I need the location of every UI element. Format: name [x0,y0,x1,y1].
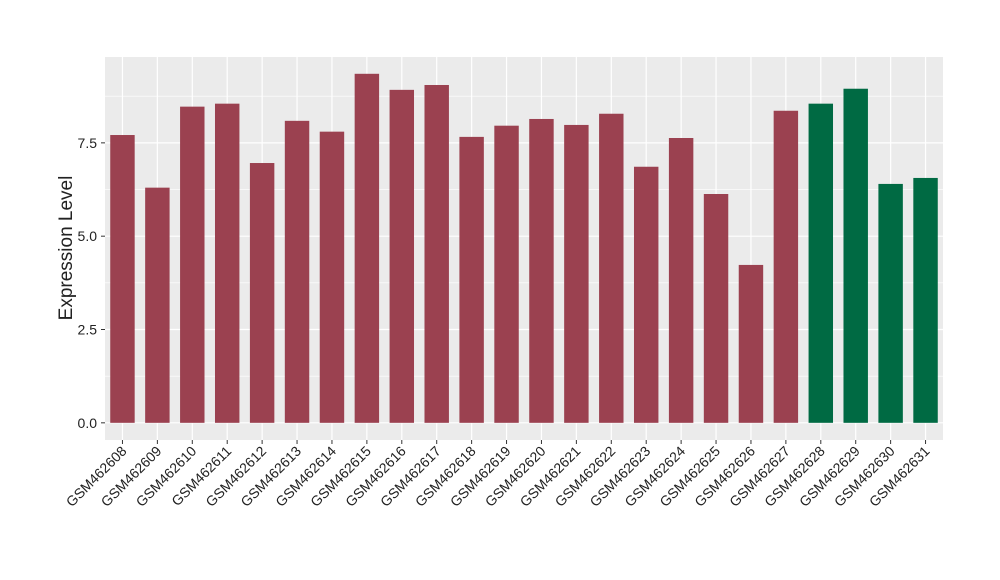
bar [214,103,240,423]
bar [284,120,310,423]
bar [354,73,380,423]
bar [599,113,624,423]
bar [808,103,834,423]
bar [703,193,729,423]
bar [319,131,345,423]
y-tick-label: 7.5 [78,135,98,151]
bar [249,163,275,423]
bar [913,177,938,423]
y-tick-label: 5.0 [78,228,98,244]
bar [738,264,764,423]
bar [773,110,799,423]
bar [494,125,519,423]
bar [459,136,484,423]
bar [145,187,170,423]
bar [564,124,589,423]
bar [110,135,135,423]
bar [633,166,659,423]
bar [529,118,554,423]
bar [668,138,694,423]
bar [424,84,449,423]
y-tick-label: 0.0 [78,415,98,431]
bar [180,106,205,423]
bar [843,88,868,423]
y-tick-label: 2.5 [78,322,98,338]
bar [878,183,903,423]
bar [389,89,415,423]
y-axis-title: Expression Level [56,176,77,321]
